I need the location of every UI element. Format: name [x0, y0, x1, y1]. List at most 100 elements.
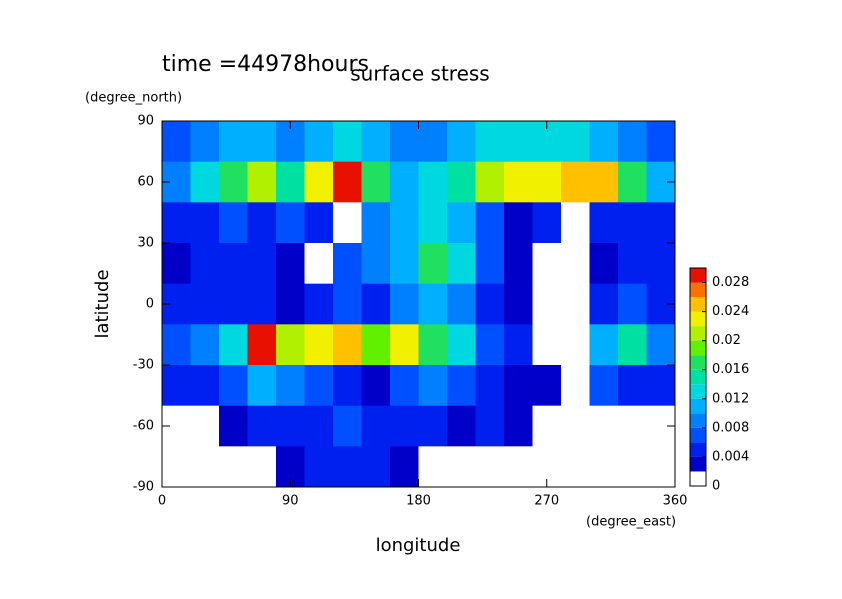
field-cell: [304, 161, 334, 203]
field-cell: [475, 446, 505, 488]
field-cell: [276, 161, 305, 203]
colorbar-band: [690, 413, 706, 428]
field-cell: [447, 202, 476, 244]
colorbar-band: [690, 471, 706, 486]
y-tick-label: 0: [146, 297, 154, 312]
field-cell: [418, 243, 448, 285]
field-cell: [219, 283, 248, 325]
colorbar-band: [690, 340, 706, 356]
field-cell: [390, 365, 419, 407]
field-cell: [304, 121, 334, 163]
field-cell: [561, 161, 590, 203]
y-axis-label: latitude: [92, 269, 113, 338]
y-tick-label: 60: [137, 175, 154, 190]
field-cell: [504, 446, 533, 488]
field-cell: [162, 243, 191, 285]
field-cell: [276, 202, 305, 244]
field-cell: [190, 324, 220, 366]
field-cell: [390, 161, 419, 203]
field-cell: [276, 405, 305, 447]
field-cell: [219, 243, 248, 285]
field-cell: [561, 446, 590, 488]
colorbar-band: [690, 311, 706, 327]
colorbar-frame: [689, 267, 707, 487]
field-cell: [390, 405, 419, 447]
field-cell: [162, 121, 191, 163]
field-cell: [247, 405, 277, 447]
field-cell: [333, 365, 362, 407]
field-cell: [418, 202, 448, 244]
field-cell: [618, 243, 647, 285]
field-cell: [247, 202, 277, 244]
colorbar-tick-label: 0.008: [712, 420, 749, 435]
field-cell: [219, 202, 248, 244]
field-cell: [333, 283, 362, 325]
colorbar-band: [690, 427, 706, 443]
field-cell: [418, 365, 448, 407]
field-cell: [333, 161, 362, 203]
field-cell: [247, 121, 277, 163]
field-cell: [475, 202, 505, 244]
colorbar-band: [690, 268, 706, 283]
field-cell: [589, 405, 619, 447]
colorbar-band: [690, 398, 706, 414]
field-cell: [532, 243, 562, 285]
field-cell: [304, 243, 334, 285]
field-cell: [504, 121, 533, 163]
field-cell: [276, 365, 305, 407]
y-tick-label: 90: [137, 114, 154, 129]
field-cell: [276, 324, 305, 366]
field-cell: [304, 405, 334, 447]
field-cell: [561, 202, 590, 244]
field-cell: [162, 365, 191, 407]
field-cell: [190, 243, 220, 285]
y-unit: (degree_north): [85, 91, 182, 106]
x-tick-label: 180: [406, 494, 431, 509]
field-cell: [561, 121, 590, 163]
field-cell: [247, 243, 277, 285]
field-cell: [447, 446, 476, 488]
field-cell: [361, 365, 391, 407]
field-cell: [247, 161, 277, 203]
y-tick-label: 30: [137, 236, 154, 251]
field-cell: [219, 446, 248, 488]
field-cell: [247, 365, 277, 407]
field-cell: [475, 405, 505, 447]
field-cell: [646, 324, 676, 366]
colorbar-band: [690, 442, 706, 457]
field-cell: [361, 121, 391, 163]
field-cell: [646, 202, 676, 244]
colorbar-band: [690, 355, 706, 370]
field-cell: [532, 324, 562, 366]
field-cell: [361, 161, 391, 203]
field-cell: [418, 446, 448, 488]
field-cell: [190, 202, 220, 244]
field-cell: [646, 365, 676, 407]
field-cell: [361, 324, 391, 366]
field-cell: [361, 446, 391, 488]
field-cell: [475, 283, 505, 325]
field-cell: [361, 283, 391, 325]
field-cell: [447, 243, 476, 285]
time-annotation: time =44978hours: [162, 52, 369, 77]
field-cell: [589, 365, 619, 407]
field-cell: [646, 446, 676, 488]
field-cell: [447, 283, 476, 325]
field-cell: [190, 121, 220, 163]
field-cell: [447, 121, 476, 163]
field-cell: [333, 324, 362, 366]
field-cell: [447, 365, 476, 407]
field-cell: [504, 243, 533, 285]
field-cell: [390, 243, 419, 285]
field-cell: [475, 324, 505, 366]
field-cell: [333, 405, 362, 447]
field-cell: [190, 283, 220, 325]
field-cell: [618, 324, 647, 366]
field-cell: [589, 202, 619, 244]
field-cell: [219, 161, 248, 203]
field-cell: [333, 243, 362, 285]
colorbar-tick-label: 0.02: [712, 333, 741, 348]
field-cell: [589, 324, 619, 366]
field-cell: [418, 283, 448, 325]
field-cell: [646, 121, 676, 163]
